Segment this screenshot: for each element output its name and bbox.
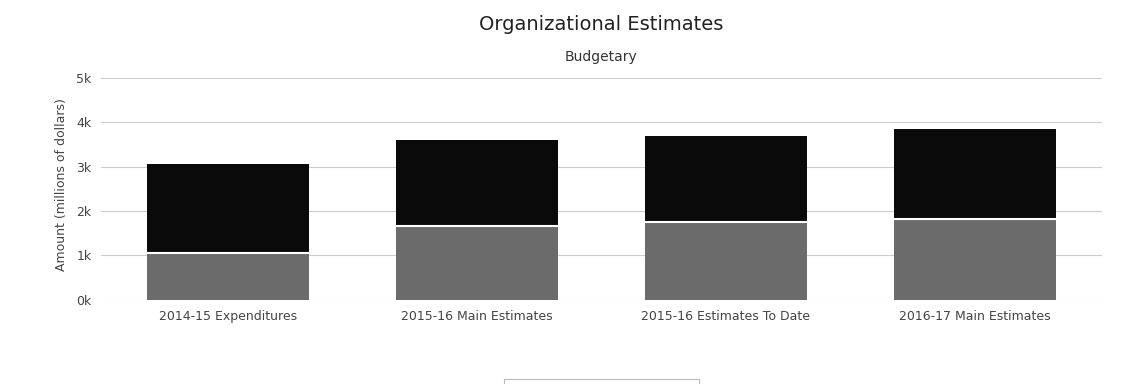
Bar: [146, 253, 309, 300]
Bar: [396, 227, 558, 300]
Bar: [396, 140, 558, 227]
Text: Budgetary: Budgetary: [565, 50, 637, 64]
Bar: [894, 129, 1057, 219]
Bar: [645, 222, 807, 300]
Bar: [645, 136, 807, 222]
Y-axis label: Amount (millions of dollars): Amount (millions of dollars): [55, 98, 67, 271]
Text: Organizational Estimates: Organizational Estimates: [479, 15, 724, 34]
Bar: [894, 219, 1057, 300]
Legend: Total Statutory, Voted: Total Statutory, Voted: [504, 379, 699, 384]
Bar: [146, 164, 309, 253]
